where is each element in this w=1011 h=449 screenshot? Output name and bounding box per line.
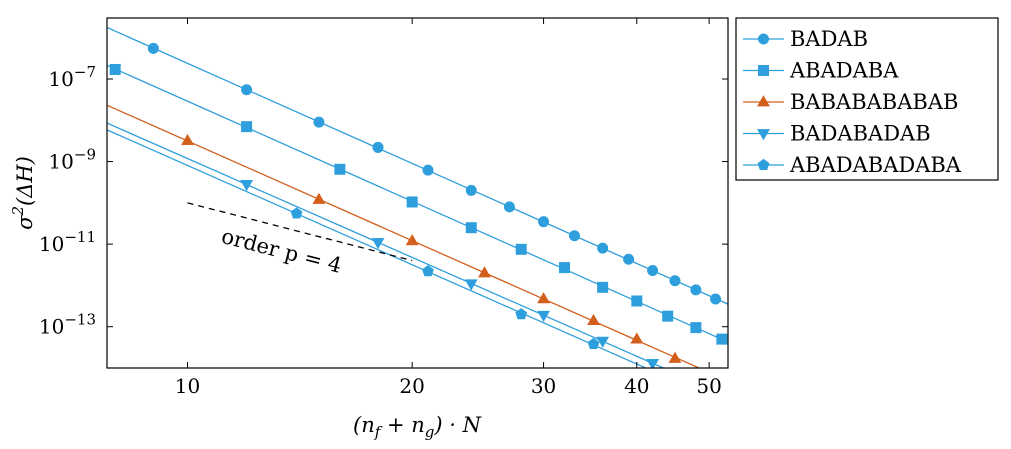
data-point-2-5 — [465, 222, 477, 234]
series-line-1 — [107, 26, 728, 305]
plot-area — [106, 17, 729, 369]
x-tick-label-1: 10 — [175, 374, 200, 398]
data-point-3-4 — [478, 266, 491, 278]
data-point-3-7 — [630, 332, 644, 344]
data-point-3-3 — [405, 234, 419, 246]
legend-label-2: ABADABA — [789, 59, 899, 83]
legend: BADAB ABADABA BABABABABAB BADABADAB ABADABAD… — [735, 17, 999, 181]
data-point-2-2 — [241, 121, 253, 133]
data-point-3-6 — [587, 313, 600, 326]
data-point-1-9 — [568, 230, 580, 242]
legend-marker-3 — [757, 95, 770, 107]
data-point-1-12 — [647, 264, 659, 276]
data-point-3-8 — [668, 351, 682, 363]
legend-marker-5 — [757, 158, 770, 170]
data-point-5-2 — [422, 265, 434, 277]
y-tick-label-2: 10−9 — [48, 146, 96, 174]
data-point-1-7 — [503, 201, 515, 213]
data-point-1-8 — [538, 216, 550, 228]
legend-label-5: ABADABADABA — [789, 153, 962, 177]
data-point-1-16 — [729, 302, 739, 312]
data-point-2-7 — [558, 262, 570, 274]
data-point-3-1 — [181, 133, 194, 146]
data-point-1-5 — [422, 164, 434, 176]
series-line-4 — [107, 122, 666, 368]
data-point-4-6 — [646, 358, 660, 368]
plot-lines — [107, 26, 739, 368]
data-point-2-3 — [334, 163, 346, 175]
data-point-1-15 — [710, 293, 722, 305]
legend-label-1: BADAB — [790, 27, 868, 51]
data-point-1-2 — [241, 84, 253, 96]
x-tick-label-5: 50 — [696, 374, 721, 398]
x-axis: 10 20 30 40 50 — [175, 18, 722, 398]
annotation-label: order p = 4 — [219, 224, 344, 278]
legend-box — [735, 17, 999, 181]
data-point-2-4 — [406, 196, 418, 208]
legend-label-4: BADABADAB — [790, 122, 931, 146]
data-point-5-3 — [515, 308, 528, 320]
y-tick-label-1: 10−7 — [48, 63, 96, 91]
data-point-2-12 — [716, 333, 728, 345]
y-axis: 10−7 10−9 10−11 10−13 — [39, 63, 728, 339]
legend-label-3: BABABABABAB — [790, 90, 958, 114]
data-point-5-4 — [587, 337, 600, 350]
legend-marker-2 — [757, 65, 769, 77]
data-point-4-2 — [371, 238, 385, 250]
data-point-1-3 — [313, 116, 325, 128]
y-tick-label-4: 10−13 — [39, 311, 96, 339]
data-point-4-4 — [537, 310, 550, 323]
data-point-4-5 — [596, 336, 610, 348]
slope-line — [187, 202, 413, 262]
x-tick-label-2: 20 — [399, 374, 424, 398]
data-point-2-8 — [597, 281, 609, 293]
data-point-1-6 — [465, 184, 477, 196]
data-point-4-1 — [240, 180, 254, 192]
data-point-5-1 — [290, 207, 303, 219]
y-axis-label: σ2(ΔH) — [9, 156, 37, 230]
x-tick-label-3: 30 — [531, 374, 556, 398]
data-point-1-4 — [372, 141, 384, 153]
data-point-1-1 — [147, 42, 159, 54]
data-point-2-11 — [690, 322, 702, 334]
data-point-1-11 — [623, 253, 635, 265]
data-point-3-2 — [312, 192, 326, 204]
data-point-1-13 — [669, 275, 681, 287]
data-point-1-14 — [690, 284, 702, 296]
data-point-2-1 — [109, 63, 121, 75]
x-axis-label: (nf + ng) · N — [353, 413, 482, 441]
y-tick-label-3: 10−11 — [39, 228, 96, 256]
data-point-3-5 — [537, 292, 550, 304]
legend-marker-1 — [757, 33, 769, 45]
data-point-1-10 — [597, 242, 609, 254]
legend-marker-4 — [757, 129, 770, 141]
data-point-2-10 — [662, 310, 674, 322]
data-point-2-9 — [631, 295, 643, 307]
data-point-2-6 — [515, 243, 527, 255]
data-point-4-3 — [464, 279, 478, 291]
x-tick-label-4: 40 — [624, 374, 649, 398]
